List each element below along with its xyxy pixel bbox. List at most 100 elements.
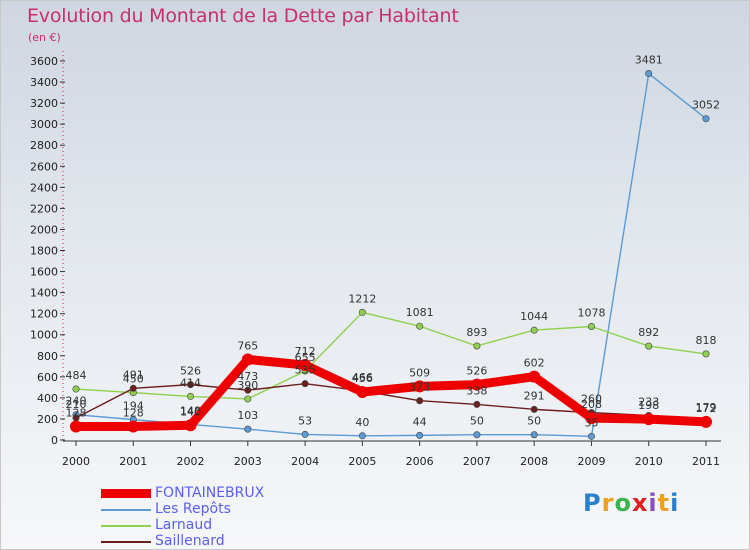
data-label: 526 — [180, 365, 201, 378]
data-label: 818 — [696, 334, 717, 347]
data-point — [587, 323, 595, 331]
data-point — [358, 432, 366, 440]
data-point — [301, 430, 309, 438]
x-tick-label: 2006 — [406, 455, 434, 468]
data-point — [358, 308, 366, 316]
data-label: 40 — [355, 416, 369, 429]
data-label: 50 — [527, 415, 541, 428]
data-point — [585, 412, 598, 425]
data-point — [702, 350, 710, 358]
y-tick-label: 2200 — [30, 202, 58, 215]
data-label: 712 — [295, 345, 316, 358]
data-point — [530, 405, 538, 413]
logo-letter: i — [648, 489, 658, 517]
data-label: 35 — [584, 416, 598, 429]
data-label: 1212 — [348, 292, 376, 305]
data-label: 172 — [696, 402, 717, 415]
y-tick-label: 3200 — [30, 97, 58, 110]
data-point — [70, 420, 82, 433]
legend-label: Saillenard — [155, 533, 225, 549]
data-point — [127, 420, 140, 433]
data-point — [702, 115, 710, 123]
data-point — [413, 380, 426, 393]
data-point — [244, 395, 252, 403]
logo-letter: i — [670, 489, 680, 517]
data-point — [473, 342, 481, 350]
logo-letter: o — [614, 489, 632, 517]
data-label: 140 — [180, 405, 201, 418]
data-label: 208 — [581, 398, 602, 411]
data-label: 103 — [237, 409, 258, 422]
y-tick-label: 2800 — [30, 139, 58, 152]
data-label: 491 — [123, 368, 144, 381]
data-label: 128 — [123, 407, 144, 420]
data-label: 194 — [123, 400, 144, 413]
x-tick-label: 2011 — [692, 455, 720, 468]
logo-letter: x — [631, 489, 649, 517]
data-point — [129, 384, 137, 392]
series-line — [75, 311, 707, 400]
x-tick-label: 2005 — [348, 455, 376, 468]
proxiti-logo: Proxiti — [583, 489, 679, 517]
y-tick-label: 2000 — [30, 223, 58, 236]
data-point — [530, 431, 538, 439]
data-label: 390 — [237, 379, 258, 392]
data-label: 1081 — [406, 306, 434, 319]
data-label: 240 — [66, 395, 87, 408]
data-label: 893 — [466, 326, 487, 339]
legend-label: FONTAINEBRUX — [155, 485, 265, 501]
x-tick-label: 2003 — [234, 455, 262, 468]
x-tick-label: 2002 — [177, 455, 205, 468]
series-line — [75, 382, 707, 422]
data-point — [301, 380, 309, 388]
y-tick-label: 1000 — [30, 329, 58, 342]
data-label: 456 — [352, 372, 373, 385]
chart-title: Evolution du Montant de la Dette par Hab… — [27, 5, 459, 27]
data-label: 44 — [413, 415, 427, 428]
logo-letter: t — [657, 489, 671, 517]
data-point — [244, 425, 252, 433]
legend-swatch — [101, 489, 151, 498]
y-tick-label: 800 — [37, 350, 58, 363]
data-label: 535 — [295, 364, 316, 377]
x-tick-label: 2007 — [463, 455, 491, 468]
data-point — [356, 385, 369, 398]
legend-label: Larnaud — [155, 517, 213, 533]
data-label: 128 — [66, 407, 87, 420]
y-tick-label: 0 — [51, 434, 58, 447]
data-point — [416, 431, 424, 439]
data-point — [473, 431, 481, 439]
data-label: 50 — [470, 415, 484, 428]
data-label: 291 — [524, 389, 545, 402]
data-point — [473, 400, 481, 408]
data-label: 373 — [409, 381, 430, 394]
data-point — [187, 381, 195, 389]
data-label: 655 — [295, 351, 316, 364]
series-lines — [71, 72, 711, 438]
logo-letter: r — [601, 489, 615, 517]
data-point — [244, 386, 252, 394]
data-label: 765 — [237, 339, 258, 352]
data-label: 179 — [696, 401, 717, 414]
data-point — [187, 392, 195, 400]
series-line — [71, 354, 711, 432]
data-label: 892 — [638, 326, 659, 339]
logo-letter: P — [583, 489, 602, 517]
data-label: 466 — [352, 371, 373, 384]
legend-swatch — [101, 509, 151, 511]
x-tick-label: 2004 — [291, 455, 319, 468]
legend-swatch — [101, 541, 151, 543]
data-label: 338 — [466, 384, 487, 397]
data-point — [241, 353, 254, 366]
data-label: 1044 — [520, 310, 548, 323]
y-tick-label: 3600 — [30, 55, 58, 68]
data-point — [416, 322, 424, 330]
legend-label: Les Repôts — [155, 501, 231, 517]
data-label: 1078 — [577, 307, 605, 320]
data-label: 3481 — [635, 54, 663, 67]
data-label: 210 — [66, 398, 87, 411]
legend-swatch — [101, 525, 151, 527]
data-point — [645, 342, 653, 350]
data-point — [184, 419, 197, 432]
